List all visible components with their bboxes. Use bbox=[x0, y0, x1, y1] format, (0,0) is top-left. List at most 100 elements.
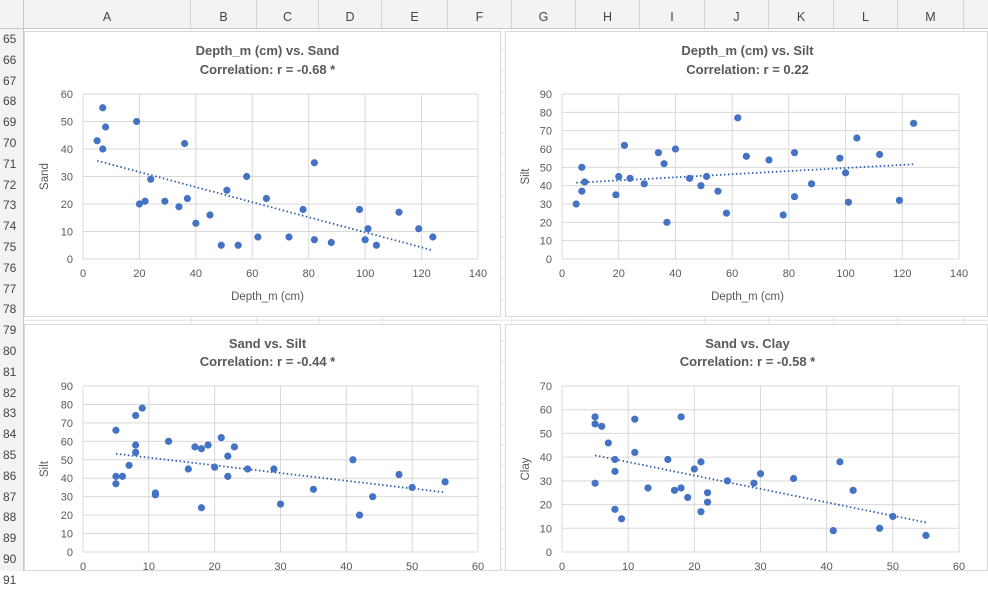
row-header-69[interactable]: 69 bbox=[3, 115, 17, 130]
data-point[interactable] bbox=[591, 479, 599, 487]
row-header-83[interactable]: 83 bbox=[3, 406, 17, 421]
column-header-j[interactable]: J bbox=[705, 0, 769, 28]
data-point[interactable] bbox=[112, 426, 120, 434]
data-point[interactable] bbox=[112, 480, 120, 488]
row-header-88[interactable]: 88 bbox=[3, 510, 17, 525]
data-point[interactable] bbox=[93, 137, 101, 145]
data-point[interactable] bbox=[355, 511, 364, 519]
data-point[interactable] bbox=[836, 458, 844, 466]
data-point[interactable] bbox=[151, 491, 160, 499]
data-point[interactable] bbox=[598, 422, 606, 430]
data-point[interactable] bbox=[789, 474, 798, 483]
data-point[interactable] bbox=[161, 197, 169, 205]
data-point[interactable] bbox=[853, 134, 861, 142]
data-point[interactable] bbox=[889, 512, 897, 521]
data-point[interactable] bbox=[612, 191, 620, 199]
data-point[interactable] bbox=[750, 479, 758, 487]
row-header-91[interactable]: 91 bbox=[3, 572, 17, 587]
data-point[interactable] bbox=[829, 527, 837, 535]
data-point[interactable] bbox=[262, 194, 270, 203]
column-header-c[interactable]: C bbox=[257, 0, 319, 28]
data-point[interactable] bbox=[135, 200, 144, 208]
data-point[interactable] bbox=[223, 186, 231, 194]
data-point[interactable] bbox=[841, 169, 850, 177]
data-point[interactable] bbox=[204, 441, 212, 449]
row-header-68[interactable]: 68 bbox=[3, 94, 17, 109]
data-point[interactable] bbox=[191, 443, 199, 451]
data-point[interactable] bbox=[415, 225, 423, 233]
data-point[interactable] bbox=[779, 211, 787, 219]
row-header-71[interactable]: 71 bbox=[3, 156, 17, 171]
row-header-73[interactable]: 73 bbox=[3, 198, 17, 213]
data-point[interactable] bbox=[617, 515, 626, 523]
row-header-77[interactable]: 77 bbox=[3, 281, 17, 296]
data-point[interactable] bbox=[836, 154, 844, 162]
data-point[interactable] bbox=[211, 463, 219, 471]
data-point[interactable] bbox=[299, 205, 307, 214]
column-header-g[interactable]: G bbox=[512, 0, 576, 28]
data-point[interactable] bbox=[118, 472, 127, 480]
data-point[interactable] bbox=[395, 208, 403, 216]
data-point[interactable] bbox=[807, 180, 816, 188]
column-header-i[interactable]: I bbox=[640, 0, 705, 28]
data-point[interactable] bbox=[197, 445, 206, 453]
data-point[interactable] bbox=[175, 203, 183, 211]
data-point[interactable] bbox=[697, 508, 705, 516]
data-point[interactable] bbox=[147, 175, 155, 183]
data-point[interactable] bbox=[581, 178, 589, 186]
data-point[interactable] bbox=[677, 413, 685, 421]
data-point[interactable] bbox=[310, 159, 318, 167]
data-point[interactable] bbox=[844, 198, 853, 206]
data-point[interactable] bbox=[742, 152, 750, 160]
data-point[interactable] bbox=[184, 465, 192, 473]
data-point[interactable] bbox=[620, 141, 628, 149]
data-point[interactable] bbox=[101, 123, 110, 131]
row-header-90[interactable]: 90 bbox=[3, 552, 17, 566]
row-header-67[interactable]: 67 bbox=[3, 73, 17, 88]
row-header-66[interactable]: 66 bbox=[3, 52, 17, 67]
data-point[interactable] bbox=[276, 500, 285, 508]
data-point[interactable] bbox=[243, 465, 252, 473]
data-point[interactable] bbox=[765, 156, 773, 164]
chart-depth-vs-sand[interactable]: 0 10 20 30 40 50 60 0 20 40 60 80 100 120 140 Depth_m (… bbox=[24, 31, 501, 317]
data-point[interactable] bbox=[876, 150, 884, 159]
data-point[interactable] bbox=[723, 477, 732, 485]
data-point[interactable] bbox=[395, 470, 403, 479]
data-point[interactable] bbox=[572, 200, 580, 208]
row-header-81[interactable]: 81 bbox=[3, 364, 17, 379]
row-header-76[interactable]: 76 bbox=[3, 260, 17, 275]
row-header-74[interactable]: 74 bbox=[3, 219, 17, 234]
row-header-75[interactable]: 75 bbox=[3, 240, 17, 254]
data-point[interactable] bbox=[132, 441, 140, 449]
data-point[interactable] bbox=[369, 493, 377, 501]
data-point[interactable] bbox=[686, 174, 694, 182]
data-point[interactable] bbox=[790, 193, 799, 201]
data-point[interactable] bbox=[372, 241, 381, 249]
chart-sand-vs-clay[interactable]: 0 10 20 30 40 50 60 70 0 10 20 30 40 50 60 Sand vs. Cla… bbox=[505, 324, 988, 571]
data-point[interactable] bbox=[217, 434, 225, 442]
data-point[interactable] bbox=[133, 117, 141, 126]
row-header-85[interactable]: 85 bbox=[3, 448, 17, 462]
data-point[interactable] bbox=[876, 524, 884, 532]
data-point[interactable] bbox=[663, 218, 671, 226]
row-header-80[interactable]: 80 bbox=[3, 344, 17, 358]
data-point[interactable] bbox=[703, 498, 712, 506]
column-header-f[interactable]: F bbox=[448, 0, 512, 28]
data-point[interactable] bbox=[660, 160, 668, 168]
data-point[interactable] bbox=[112, 472, 120, 480]
data-point[interactable] bbox=[703, 172, 711, 181]
data-point[interactable] bbox=[697, 182, 705, 190]
data-point[interactable] bbox=[703, 489, 712, 497]
row-header-78[interactable]: 78 bbox=[3, 302, 17, 317]
data-point[interactable] bbox=[192, 219, 200, 227]
data-point[interactable] bbox=[180, 139, 189, 148]
data-point[interactable] bbox=[138, 404, 146, 412]
row-header-70[interactable]: 70 bbox=[3, 136, 17, 150]
column-header-h[interactable]: H bbox=[576, 0, 640, 28]
data-point[interactable] bbox=[224, 452, 232, 460]
data-point[interactable] bbox=[591, 413, 599, 421]
data-point[interactable] bbox=[615, 172, 623, 181]
data-point[interactable] bbox=[644, 484, 652, 492]
data-point[interactable] bbox=[408, 483, 416, 492]
data-point[interactable] bbox=[631, 448, 639, 456]
